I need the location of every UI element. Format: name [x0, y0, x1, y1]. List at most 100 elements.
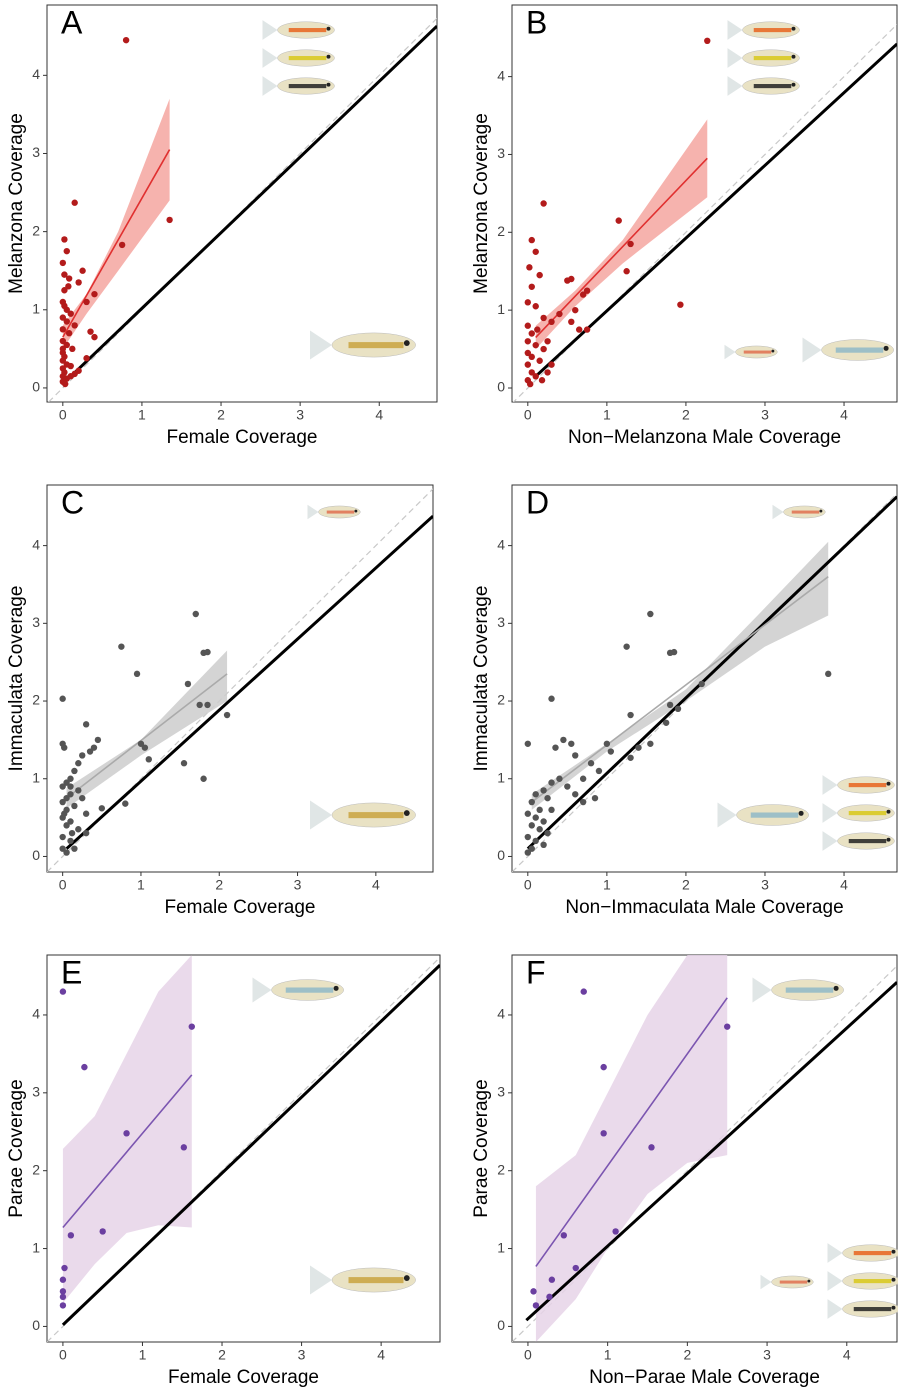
- y-tick-label: 0: [32, 1317, 40, 1333]
- fish-illustration: [835, 347, 884, 353]
- data-point: [82, 829, 90, 837]
- data-point: [548, 361, 555, 368]
- data-point: [59, 357, 67, 364]
- data-point: [82, 721, 90, 728]
- data-point: [68, 829, 76, 837]
- data-point: [71, 767, 78, 775]
- data-point: [532, 341, 539, 349]
- data-point: [548, 779, 555, 786]
- fish-illustration: [403, 810, 410, 816]
- data-point: [67, 775, 74, 782]
- plot-area: [48, 17, 437, 402]
- fish-illustration: [326, 82, 331, 87]
- data-point: [544, 338, 551, 345]
- fish-illustration: [848, 811, 887, 816]
- data-point: [540, 787, 547, 794]
- y-tick-label: 0: [32, 847, 40, 863]
- x-tick-label: 4: [843, 1347, 851, 1363]
- data-point: [61, 287, 68, 294]
- fish-illustration: [891, 1277, 896, 1282]
- data-point: [627, 711, 634, 719]
- data-point: [196, 701, 203, 709]
- data-point: [65, 283, 72, 290]
- x-tick-label: 4: [372, 877, 380, 893]
- data-point: [204, 701, 211, 709]
- data-point: [90, 744, 98, 751]
- data-point: [528, 822, 535, 829]
- data-point: [133, 670, 141, 678]
- fish-illustration: [848, 783, 887, 788]
- data-point: [524, 740, 532, 747]
- data-point: [572, 752, 579, 759]
- x-tick-label: 1: [139, 1347, 147, 1363]
- data-point: [662, 719, 670, 726]
- x-tick-label: 2: [682, 407, 690, 423]
- fish-illustration: [727, 48, 743, 68]
- fish-illustration: [791, 510, 820, 514]
- data-point: [530, 1288, 537, 1295]
- data-point: [99, 1228, 106, 1235]
- data-point: [141, 744, 149, 751]
- confidence-band: [62, 98, 170, 349]
- data-point: [540, 314, 547, 322]
- data-point: [83, 355, 90, 362]
- data-point: [63, 822, 70, 829]
- data-point: [63, 794, 70, 802]
- fish-illustration: [791, 82, 796, 87]
- x-axis-label: Non−Melanzona Male Coverage: [568, 427, 841, 448]
- fish-illustration: [262, 76, 278, 96]
- data-point: [534, 326, 541, 333]
- x-tick-label: 3: [763, 1347, 771, 1363]
- data-point: [583, 287, 591, 294]
- fish-illustration: [833, 985, 839, 991]
- y-tick-label: 0: [497, 847, 505, 863]
- data-point: [724, 1023, 731, 1030]
- panel: 0 1 2 3 4 0 1 2 3 4 B Non−Melanzona Male Coverage Me…: [471, 4, 898, 448]
- data-point: [536, 826, 543, 833]
- data-point: [568, 740, 575, 747]
- fish-illustration: [750, 812, 799, 818]
- data-point: [536, 806, 543, 814]
- fit-line: [66, 673, 228, 799]
- x-axis-label: Non−Parae Male Coverage: [589, 1367, 820, 1387]
- reference-line: [61, 964, 440, 1326]
- data-point: [188, 1023, 195, 1030]
- data-point: [587, 760, 595, 767]
- fish-illustration: [791, 54, 796, 59]
- x-tick-label: 4: [840, 877, 848, 893]
- y-tick-label: 1: [32, 1239, 40, 1255]
- data-point: [575, 326, 583, 333]
- data-point: [560, 736, 567, 744]
- data-point: [583, 326, 591, 333]
- y-tick-label: 3: [497, 1084, 505, 1100]
- y-tick-label: 2: [497, 1161, 505, 1177]
- data-point: [524, 361, 532, 368]
- y-axis-label: Parae Coverage: [471, 1079, 492, 1217]
- data-point: [122, 800, 129, 807]
- reference-line: [61, 25, 437, 386]
- data-point: [704, 37, 711, 45]
- y-tick-label: 4: [497, 67, 505, 83]
- y-tick-label: 3: [497, 145, 505, 161]
- data-point: [524, 299, 532, 306]
- fish-illustration: [822, 831, 838, 851]
- x-tick-label: 4: [840, 407, 848, 423]
- data-point: [61, 810, 68, 817]
- data-point: [698, 680, 705, 688]
- fish-illustration: [727, 20, 743, 40]
- fish-illustration: [785, 987, 834, 993]
- data-point: [71, 322, 78, 329]
- x-tick-label: 1: [603, 407, 611, 423]
- data-point: [59, 833, 66, 841]
- fish-illustration: [772, 504, 784, 520]
- x-axis-label: Female Coverage: [166, 427, 317, 448]
- y-tick-label: 2: [497, 692, 505, 708]
- fit-line: [62, 1074, 193, 1229]
- data-point: [184, 680, 192, 688]
- data-point: [118, 643, 125, 650]
- data-point: [69, 345, 76, 353]
- fish-illustration: [288, 56, 327, 61]
- data-point: [63, 849, 70, 856]
- x-tick-label: 0: [524, 1347, 532, 1363]
- data-point: [98, 805, 106, 812]
